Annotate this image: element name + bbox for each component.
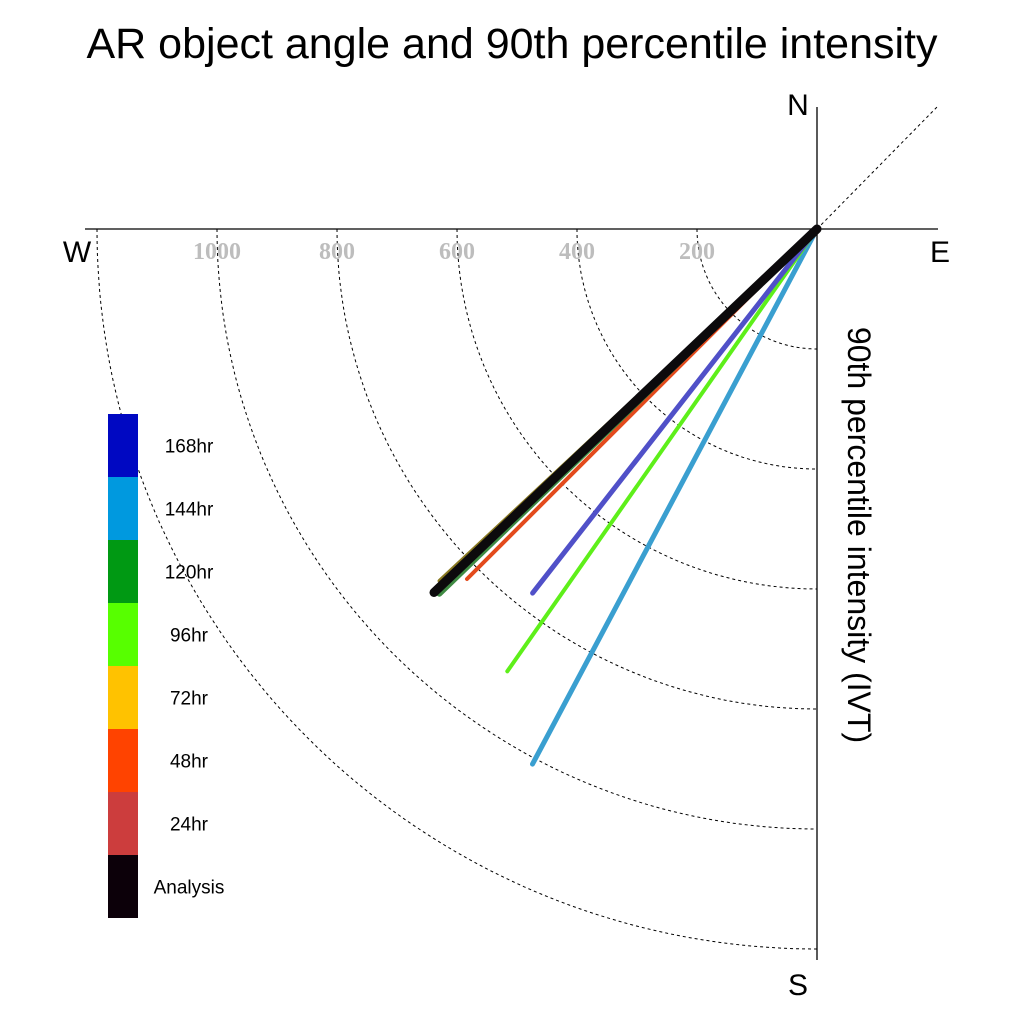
legend-swatch (108, 477, 138, 540)
legend-swatch (108, 603, 138, 666)
ring-label: 800 (319, 239, 355, 265)
vector-analysis (429, 224, 822, 597)
ring-label: 400 (559, 239, 595, 265)
legend-label: 72hr (170, 689, 209, 710)
chart-title: AR object angle and 90th percentile inte… (87, 20, 938, 68)
compass-north-label: N (787, 89, 809, 122)
legend: 168hr 144hr 120hr 96hr 72hr 48hr 24hr Analysis (108, 414, 224, 918)
legend-swatch (108, 540, 138, 603)
vector-96hr (505, 227, 819, 674)
northeast-diagonal (816, 105, 939, 230)
legend-label: 120hr (165, 563, 214, 584)
ring-label: 200 (679, 239, 715, 265)
legend-label: 144hr (165, 500, 214, 521)
legend-label: 48hr (170, 752, 209, 773)
legend-label: 168hr (165, 437, 214, 458)
compass-axes (85, 105, 939, 960)
legend-swatch (108, 855, 138, 918)
legend-label: 96hr (170, 626, 209, 647)
ring-labels: 200 400 600 800 1000 (193, 239, 715, 265)
compass-south-label: S (788, 969, 808, 1002)
compass-east-label: E (930, 236, 950, 269)
compass-west-label: W (63, 236, 92, 269)
legend-swatch (108, 414, 138, 477)
y-axis-label: 90th percentile intensity (IVT) (841, 327, 877, 743)
legend-label: Analysis (154, 878, 225, 899)
vector-144hr (530, 226, 820, 767)
legend-swatch (108, 792, 138, 855)
range-ring (696, 229, 817, 350)
vectors (429, 224, 822, 767)
legend-label: 24hr (170, 815, 209, 836)
ring-label: 1000 (193, 239, 241, 265)
vector-168hr (530, 226, 820, 596)
legend-swatch (108, 666, 138, 729)
ring-label: 600 (439, 239, 475, 265)
range-ring (216, 228, 818, 830)
legend-swatch (108, 729, 138, 792)
